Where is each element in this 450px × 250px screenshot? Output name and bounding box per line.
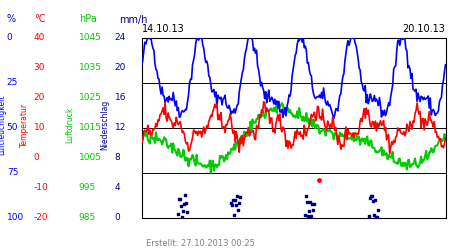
Text: 40: 40 (34, 33, 45, 42)
Text: 25: 25 (7, 78, 18, 87)
Text: Temperatur: Temperatur (20, 103, 29, 147)
Point (315, 178, 322, 182)
Text: 100: 100 (7, 213, 24, 222)
Text: 985: 985 (79, 213, 96, 222)
Point (182, 194, 189, 198)
Point (237, 194, 244, 198)
Point (311, 202, 318, 205)
Text: 14.10.13: 14.10.13 (142, 24, 184, 34)
Point (302, 213, 309, 217)
Point (368, 194, 375, 198)
Text: 20.10.13: 20.10.13 (403, 24, 446, 34)
Text: -20: -20 (34, 213, 49, 222)
Text: Erstellt: 27.10.2013 00:25: Erstellt: 27.10.2013 00:25 (146, 238, 255, 248)
Text: 0: 0 (34, 153, 40, 162)
Point (303, 194, 310, 198)
Point (373, 215, 380, 219)
Text: 30: 30 (34, 63, 45, 72)
Text: 12: 12 (115, 123, 126, 132)
Text: 24: 24 (115, 33, 126, 42)
Point (371, 212, 378, 216)
Point (176, 197, 183, 201)
Point (234, 194, 241, 198)
Text: %: % (7, 14, 16, 24)
Text: 1025: 1025 (79, 93, 102, 102)
Point (236, 201, 243, 205)
Text: mm/h: mm/h (119, 14, 148, 24)
Point (309, 202, 316, 206)
Text: 0: 0 (115, 213, 121, 222)
Text: 50: 50 (7, 123, 18, 132)
Point (228, 201, 235, 205)
Text: 20: 20 (115, 63, 126, 72)
Point (233, 203, 240, 207)
Point (230, 198, 237, 202)
Point (179, 215, 186, 219)
Text: 75: 75 (7, 168, 18, 177)
Point (305, 214, 312, 218)
Point (181, 202, 188, 205)
Text: 20: 20 (34, 93, 45, 102)
Text: Niederschlag: Niederschlag (100, 100, 109, 150)
Point (366, 214, 373, 218)
Point (372, 198, 379, 202)
Point (374, 215, 381, 219)
Text: 10: 10 (34, 123, 45, 132)
Point (307, 200, 314, 203)
Text: 1005: 1005 (79, 153, 102, 162)
Text: -10: -10 (34, 183, 49, 192)
Point (234, 208, 242, 212)
Text: Luftdruck: Luftdruck (65, 107, 74, 143)
Point (369, 194, 376, 198)
Point (180, 209, 187, 213)
Point (175, 212, 182, 216)
Text: hPa: hPa (79, 14, 97, 24)
Text: Luftfeuchtigkeit: Luftfeuchtigkeit (0, 95, 6, 155)
Text: 1015: 1015 (79, 123, 102, 132)
Text: 4: 4 (115, 183, 121, 192)
Text: 1035: 1035 (79, 63, 102, 72)
Text: °C: °C (34, 14, 45, 24)
Point (304, 200, 311, 204)
Point (367, 196, 374, 200)
Point (370, 199, 377, 203)
Point (178, 204, 185, 208)
Point (177, 197, 184, 201)
Text: 0: 0 (7, 33, 13, 42)
Text: 16: 16 (115, 93, 126, 102)
Text: 995: 995 (79, 183, 96, 192)
Point (232, 198, 239, 202)
Point (308, 214, 315, 218)
Point (375, 208, 382, 212)
Text: 8: 8 (115, 153, 121, 162)
Point (230, 213, 238, 217)
Point (310, 208, 317, 212)
Point (184, 210, 191, 214)
Point (229, 203, 236, 207)
Point (306, 209, 313, 213)
Text: 1045: 1045 (79, 33, 102, 42)
Point (183, 201, 190, 205)
